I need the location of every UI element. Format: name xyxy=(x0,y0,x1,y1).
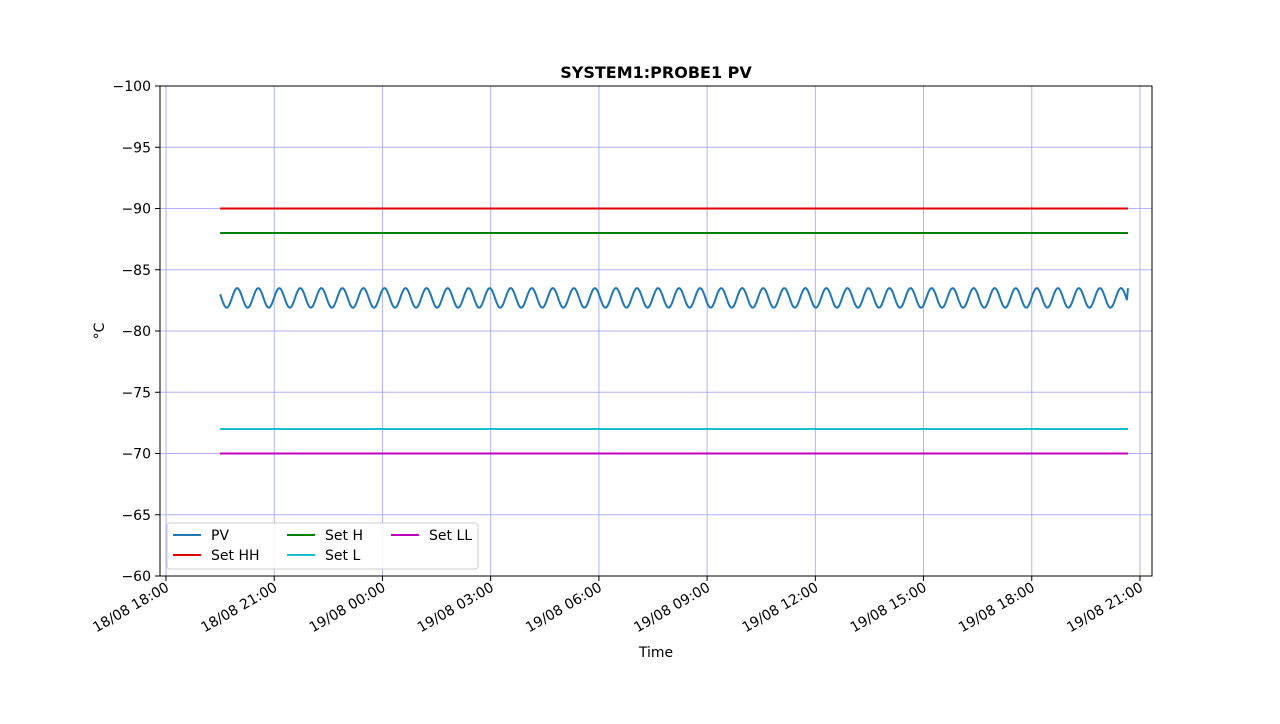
y-tick-label: −65 xyxy=(121,508,151,524)
x-tick-label: 19/08 09:00 xyxy=(631,580,713,636)
y-tick-label: −90 xyxy=(121,202,151,218)
legend-label-set-hh: Set HH xyxy=(211,548,260,564)
grid xyxy=(160,85,1152,577)
legend-label-set-l: Set L xyxy=(325,548,360,564)
y-tick-label: −70 xyxy=(121,447,151,463)
y-tick-label: −80 xyxy=(121,324,151,340)
x-tick-label: 19/08 03:00 xyxy=(415,580,497,636)
y-tick-label: −60 xyxy=(121,569,151,585)
x-axis: 18/08 18:00 18/08 21:00 19/08 00:00 19/08 0… xyxy=(90,576,1146,636)
y-axis-label: °C xyxy=(92,322,108,339)
legend: PV Set HH Set H Set L Set LL xyxy=(166,522,479,570)
plot-series xyxy=(219,207,1129,455)
x-tick-label: 19/08 21:00 xyxy=(1064,580,1146,636)
legend-label-set-h: Set H xyxy=(325,528,363,544)
x-axis-label: Time xyxy=(638,645,673,661)
series-line-pv xyxy=(219,287,1129,309)
x-tick-label: 19/08 00:00 xyxy=(307,580,389,636)
legend-label-set-ll: Set LL xyxy=(429,528,472,544)
x-tick-label: 18/08 18:00 xyxy=(90,580,172,636)
y-axis: −100 −95 −90 −85 −80 −75 −70 −65 −60 xyxy=(113,79,160,585)
x-tick-label: 19/08 06:00 xyxy=(523,580,605,636)
x-tick-label: 19/08 18:00 xyxy=(956,580,1038,636)
x-tick-label: 19/08 15:00 xyxy=(848,580,930,636)
x-tick-label: 18/08 21:00 xyxy=(198,580,280,636)
legend-label-pv: PV xyxy=(211,528,229,544)
y-tick-label: −85 xyxy=(121,263,151,279)
y-tick-label: −75 xyxy=(121,385,151,401)
x-tick-label: 19/08 12:00 xyxy=(740,580,822,636)
y-tick-label: −100 xyxy=(113,79,151,95)
chart-title: SYSTEM1:PROBE1 PV xyxy=(560,63,752,82)
y-tick-label: −95 xyxy=(121,140,151,156)
